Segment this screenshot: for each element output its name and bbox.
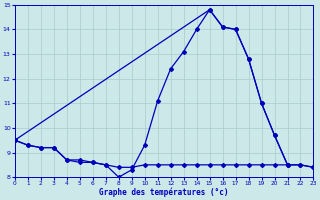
X-axis label: Graphe des températures (°c): Graphe des températures (°c)	[100, 188, 229, 197]
